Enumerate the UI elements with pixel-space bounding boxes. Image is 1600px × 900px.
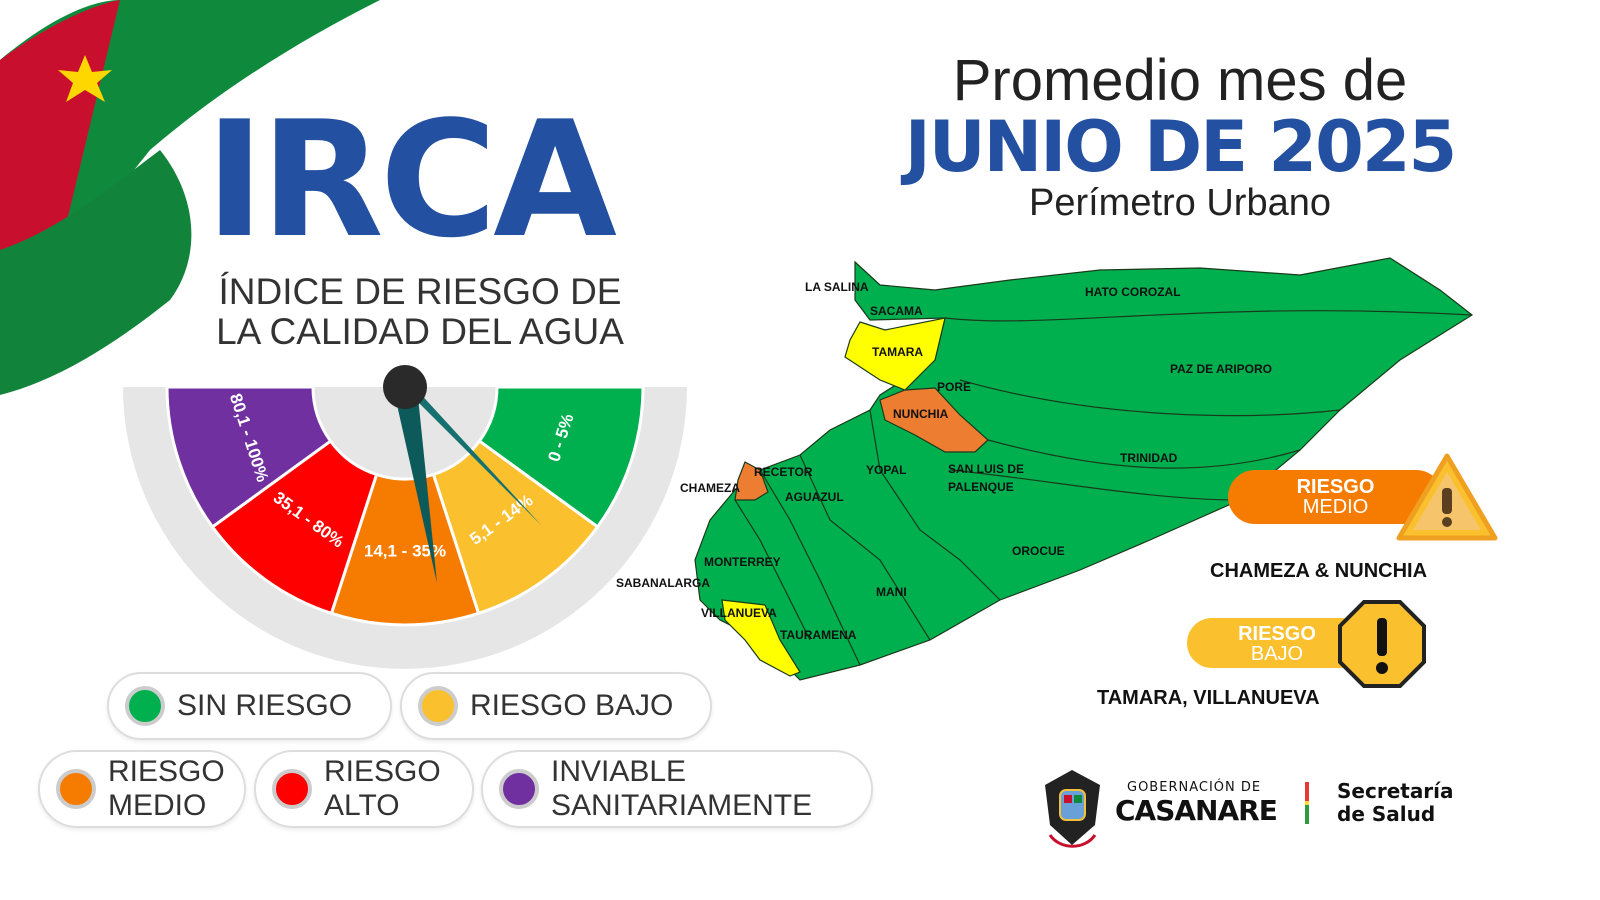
- riesgo-bajo-municipalities: TAMARA, VILLANUEVA: [1097, 687, 1320, 709]
- casanare-label: CASANARE: [1115, 794, 1278, 827]
- map-label: TRINIDAD: [1120, 451, 1178, 465]
- map-label: TAMARA: [872, 345, 924, 359]
- flag-divider: [1305, 782, 1309, 824]
- warning-triangle-icon: [1396, 453, 1498, 541]
- legend-label: RIESGO BAJO: [470, 689, 674, 722]
- map-label: VILLANUEVA: [701, 606, 777, 620]
- irca-title: IRCA: [205, 86, 617, 273]
- header-month: JUNIO DE 2025: [904, 106, 1458, 188]
- gauge-pivot: [383, 365, 427, 409]
- map-label: HATO COROZAL: [1085, 285, 1181, 299]
- gauge-segment-label: 14,1 - 35%: [364, 541, 446, 560]
- gauge-segment: [165, 385, 333, 529]
- map-label: CHAMEZA: [680, 481, 740, 495]
- map-label: SAN LUIS DE PALENQUE: [948, 462, 1025, 494]
- gauge-needle-secondary: [405, 377, 542, 526]
- header-perimeter: Perímetro Urbano: [1028, 182, 1331, 224]
- legend-label: INVIABLE SANITARIAMENTE: [551, 755, 813, 822]
- map-label: NUNCHIA: [893, 407, 949, 421]
- subtitle-line-1: ÍNDICE DE RIESGO DE: [218, 271, 622, 312]
- legend-dot: [56, 769, 96, 809]
- map-label: RECETOR: [754, 465, 813, 479]
- legend-inviable: INVIABLE SANITARIAMENTE: [481, 750, 873, 828]
- legend-label: SIN RIESGO: [177, 689, 353, 722]
- map-label: SACAMA: [870, 304, 923, 318]
- casanare-flag-ribbon: [0, 0, 380, 395]
- casanare-coat-of-arms-icon: [1045, 770, 1100, 848]
- legend-dot: [418, 686, 458, 726]
- legend-dot: [499, 769, 539, 809]
- map-label: OROCUE: [1012, 544, 1065, 558]
- map-label: YOPAL: [866, 463, 907, 477]
- map-label: MANI: [876, 585, 907, 599]
- riesgo-medio-municipalities: CHAMEZA & NUNCHIA: [1210, 560, 1428, 582]
- legend-sin-riesgo: SIN RIESGO: [107, 672, 392, 740]
- riesgo-medio-badge: RIESGO MEDIO: [1228, 470, 1443, 524]
- gauge-needle: [393, 387, 437, 583]
- map-label: PORE: [937, 380, 972, 394]
- legend-dot: [125, 686, 165, 726]
- legend-label: RIESGO MEDIO: [108, 755, 225, 822]
- legend-dot: [272, 769, 312, 809]
- gauge-outer-ring: [123, 387, 687, 669]
- legend-riesgo-medio: RIESGO MEDIO: [38, 750, 246, 828]
- secretaria-salud-label: Secretaría de Salud: [1337, 779, 1454, 826]
- legend-riesgo-bajo: RIESGO BAJO: [400, 672, 712, 740]
- map-region-villanueva: [721, 599, 801, 677]
- irca-subtitle: ÍNDICE DE RIESGO DE LA CALIDAD DEL AGUA: [190, 272, 650, 352]
- map-label: PAZ DE ARIPORO: [1170, 362, 1273, 376]
- irca-gauge: 0 - 5%5,1 - 14%14,1 - 35%35,1 - 80%80,1 …: [123, 365, 687, 669]
- map-label: TAURAMENA: [780, 628, 857, 642]
- subtitle-line-2: LA CALIDAD DEL AGUA: [216, 311, 624, 352]
- legend-riesgo-alto: RIESGO ALTO: [254, 750, 474, 828]
- header-line-1: Promedio mes de: [952, 48, 1408, 113]
- star-icon: [58, 55, 112, 102]
- gobernacion-label: GOBERNACIÓN DE: [1127, 780, 1262, 795]
- map-label: LA SALINA: [805, 280, 869, 294]
- map-label: MONTERREY: [704, 555, 781, 569]
- map-label: AGUAZUL: [785, 490, 844, 504]
- warning-octagon-icon: [1338, 600, 1426, 688]
- map-region-nunchia: [879, 387, 989, 453]
- map-label: SABANALARGA: [616, 576, 710, 590]
- riesgo-bajo-badge: RIESGO BAJO: [1187, 618, 1367, 668]
- legend-label: RIESGO ALTO: [324, 755, 441, 822]
